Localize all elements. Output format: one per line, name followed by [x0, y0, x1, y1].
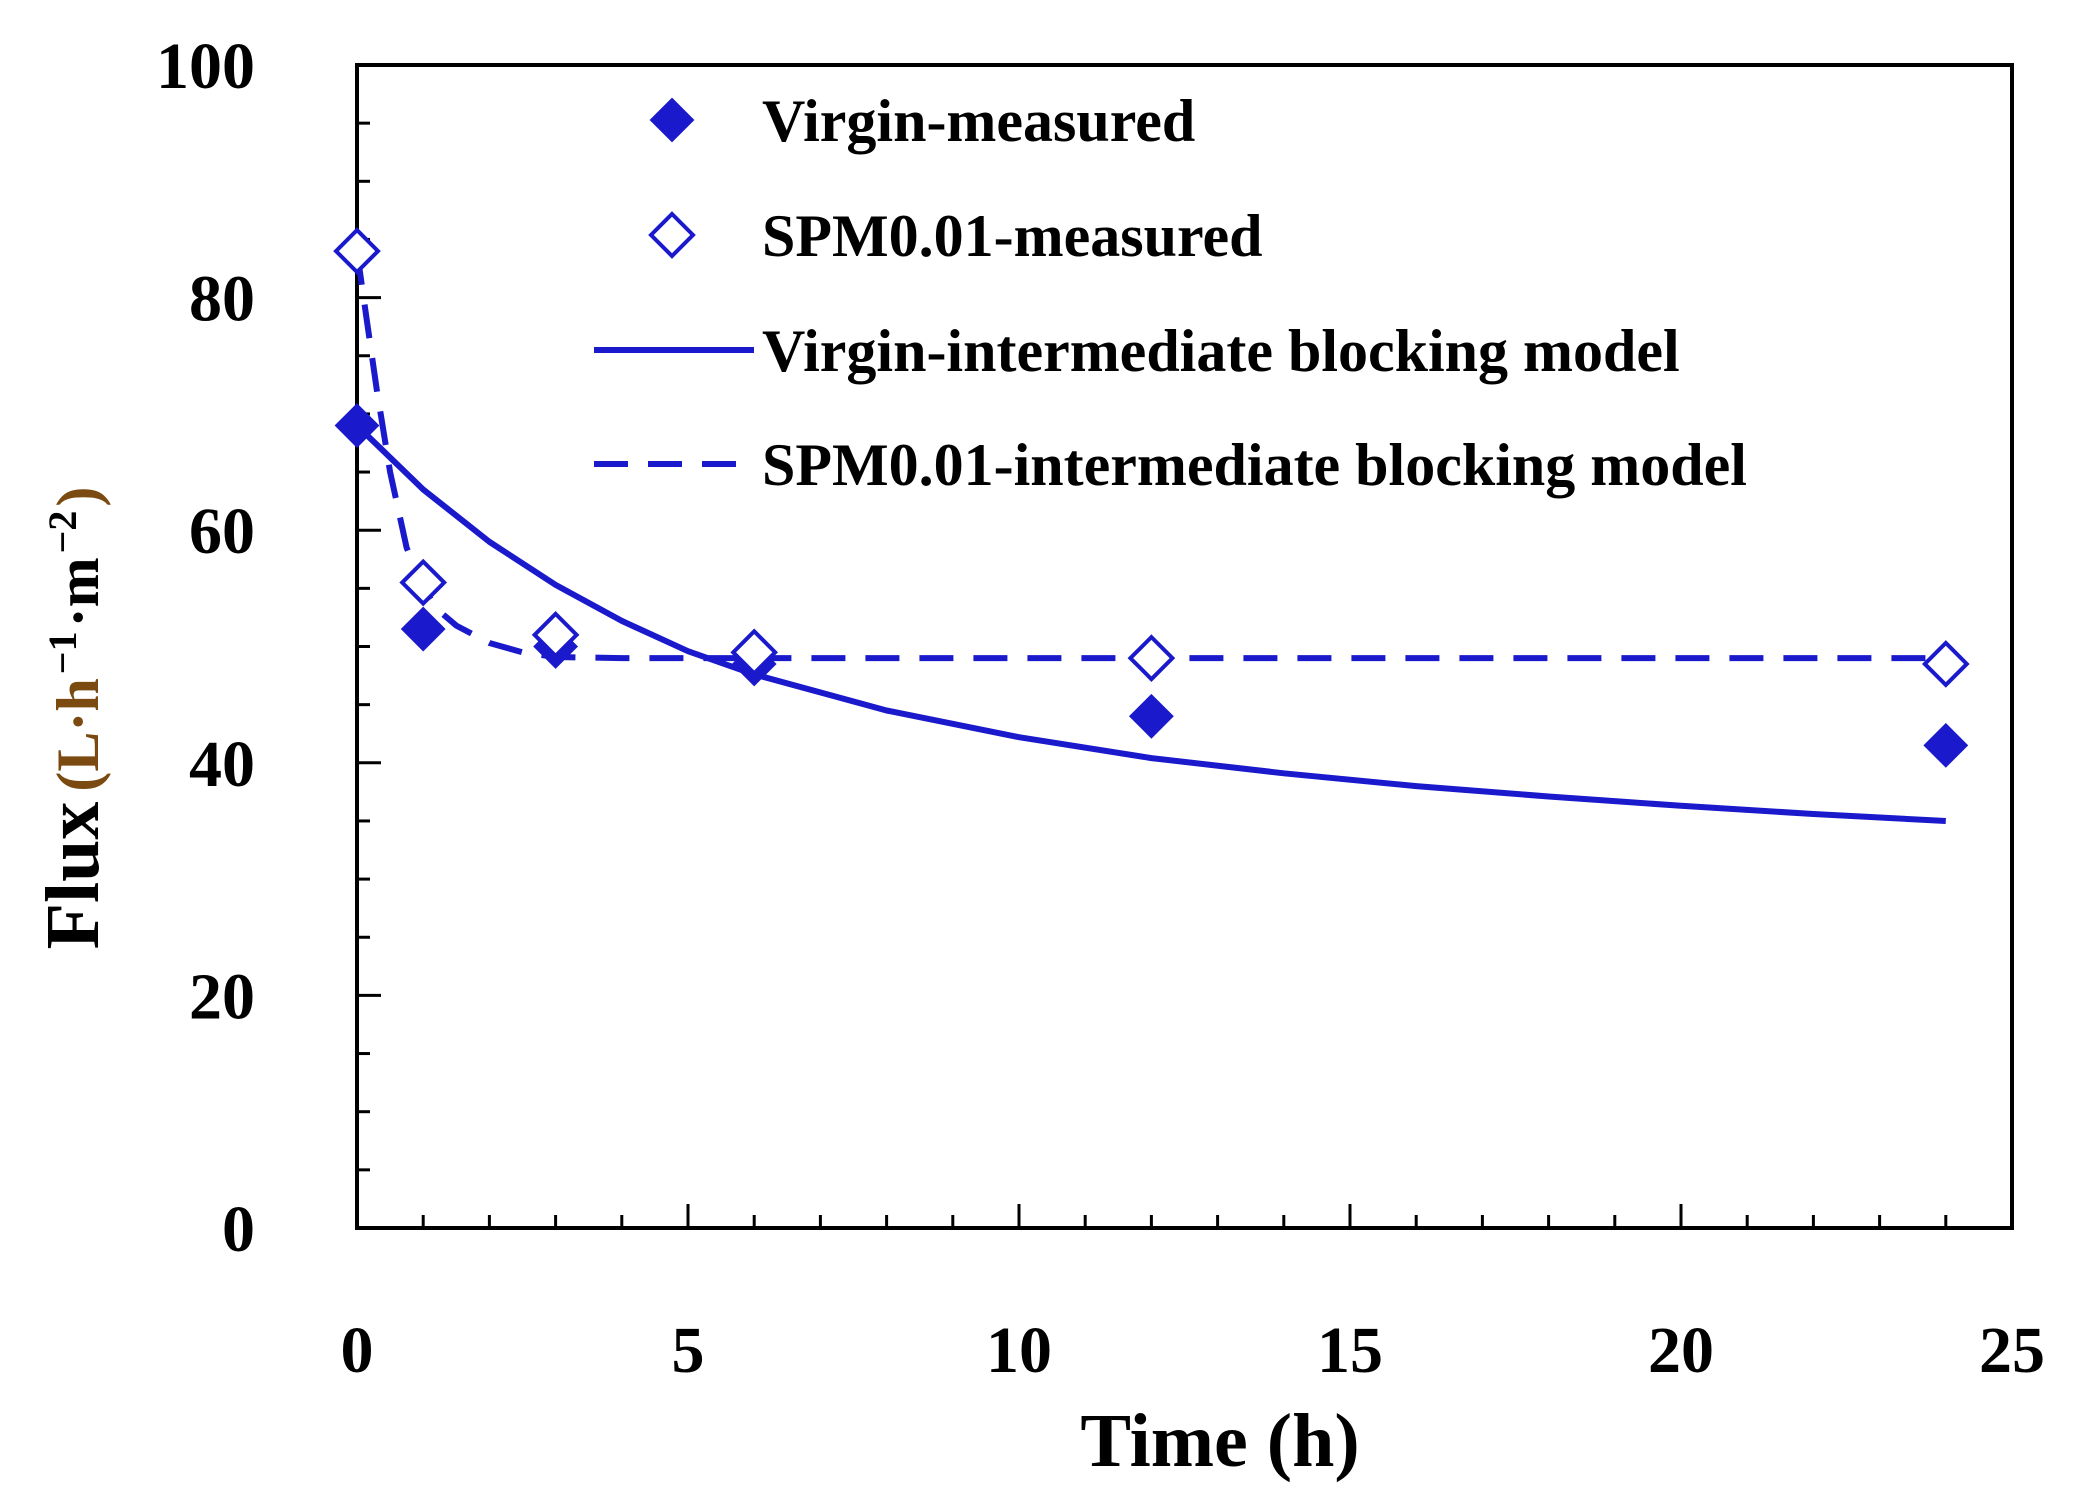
spm-measured-point — [730, 628, 779, 677]
spm-model-line — [354, 250, 1946, 662]
y-tick-label: 40 — [189, 728, 255, 801]
y-axis-title-unit-exp1: −1 — [40, 631, 85, 674]
x-tick-label: 20 — [1648, 1314, 1714, 1387]
spm-measured-point — [531, 611, 580, 659]
x-axis-title: Time (h) — [1080, 1399, 1359, 1483]
legend: Virgin-measured SPM0.01-measured Virgin-in… — [594, 88, 1747, 498]
virgin-model-line — [354, 423, 1946, 824]
virgin-measured-point — [1923, 722, 1969, 768]
legend-virgin-measured-marker — [649, 97, 695, 143]
x-tick-label: 25 — [1979, 1314, 2045, 1387]
y-tick-label: 60 — [189, 495, 255, 568]
y-axis-title-unit-prefix: (L·h — [45, 678, 111, 791]
x-tick-label: 10 — [986, 1314, 1052, 1387]
legend-label: SPM0.01-intermediate blocking model — [762, 432, 1747, 498]
legend-label: SPM0.01-measured — [762, 203, 1263, 269]
y-tick-label: 0 — [222, 1193, 255, 1266]
spm-measured-point — [333, 227, 381, 275]
virgin-measured-point — [334, 403, 380, 448]
legend-label: Virgin-intermediate blocking model — [762, 318, 1680, 384]
legend-spm-measured-marker — [648, 211, 696, 259]
y-axis-title-main: Flux — [31, 802, 115, 950]
x-tick-label: 5 — [672, 1314, 705, 1387]
series-layer — [333, 227, 1970, 824]
virgin-measured-point — [400, 606, 446, 652]
axis-ticks — [355, 63, 2014, 1230]
x-tick-label: 15 — [1317, 1314, 1383, 1387]
x-tick-label: 0 — [341, 1314, 374, 1387]
y-axis-title-unit-mid: ·m — [45, 557, 111, 627]
y-axis-title-unit-suffix: ) — [45, 487, 111, 507]
y-tick-label: 100 — [156, 30, 255, 103]
y-tick-label: 20 — [189, 960, 255, 1033]
spm-measured-point — [399, 558, 448, 607]
y-tick-label: 80 — [189, 263, 255, 336]
x-axis-tick-labels: 0 5 10 15 20 25 — [341, 1314, 2046, 1387]
y-axis-title: Flux (L·h −1 ·m −2 ) — [31, 487, 115, 950]
spm-measured-point — [1127, 634, 1176, 682]
legend-label: Virgin-measured — [762, 88, 1195, 154]
spm-measured-point — [1921, 640, 1970, 688]
y-axis-tick-labels: 0 20 40 60 80 100 — [156, 30, 255, 1266]
y-axis-title-unit-exp2: −2 — [40, 511, 85, 554]
virgin-measured-point — [1128, 693, 1174, 739]
